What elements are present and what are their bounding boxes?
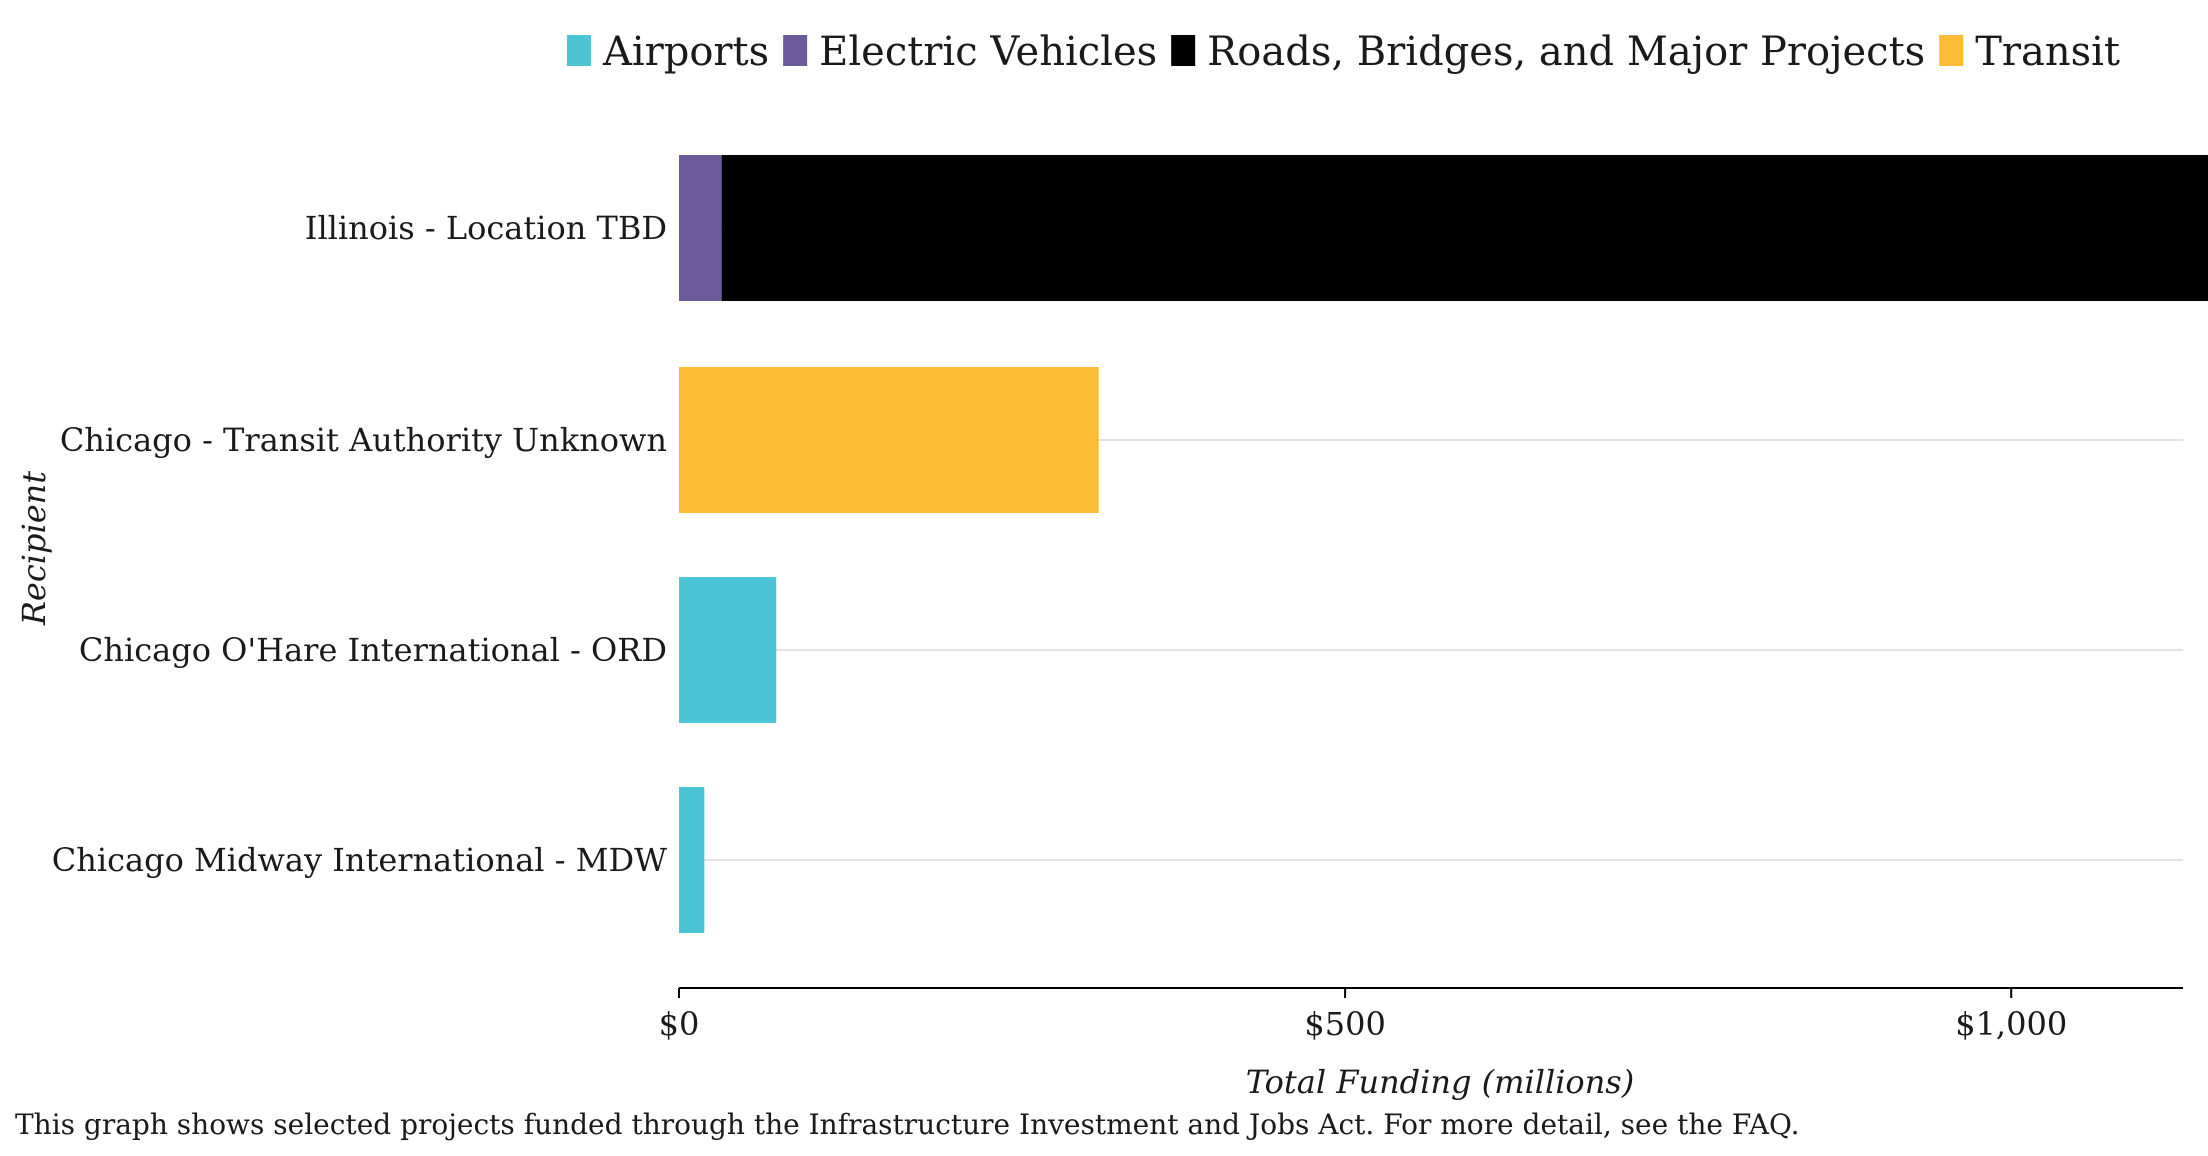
legend-swatch [566,35,591,66]
y-tick-label: Chicago Midway International - MDW [52,841,667,879]
bars [679,155,2208,933]
legend: Airports Electric Vehicles Roads, Bridges,… [566,29,2120,75]
legend-swatch [783,35,808,66]
y-axis-title: Recipient [15,471,53,626]
gridlines [679,227,2183,861]
legend-label: Electric Vehicles [819,29,1157,75]
y-tick-label: Chicago - Transit Authority Unknown [60,421,667,459]
legend-item-electric-vehicles: Electric Vehicles [783,29,1157,75]
y-tick-label: Illinois - Location TBD [305,209,667,247]
y-axis-labels: Illinois - Location TBD Chicago - Transit… [52,209,667,879]
legend-swatch [1939,35,1964,66]
legend-label: Transit [1975,29,2120,75]
legend-item-airports: Airports [566,29,769,75]
y-tick-label: Chicago O'Hare International - ORD [79,631,667,669]
bar-electric-vehicles [679,155,722,301]
bar-airports [679,787,705,933]
bar-airports [679,577,777,723]
legend-item-roads-bridges-and-major-projects: Roads, Bridges, and Major Projects [1171,29,1925,75]
legend-label: Roads, Bridges, and Major Projects [1207,29,1925,75]
bar-transit [679,367,1099,513]
x-axis-title: Total Funding (millions) [1246,1063,1634,1101]
legend-label: Airports [602,29,769,75]
bar-roads-bridges-and-major-projects [721,155,2208,301]
x-tick-label: $0 [659,1005,700,1043]
legend-swatch [1171,35,1196,66]
chart-caption: This graph shows selected projects funde… [15,1108,1800,1141]
legend-item-transit: Transit [1939,29,2120,75]
x-tick-label: $1,000 [1955,1005,2067,1043]
x-tick-label: $500 [1304,1005,1385,1043]
x-axis: $0$500$1,000$1,500$2,000 [659,987,2183,1043]
